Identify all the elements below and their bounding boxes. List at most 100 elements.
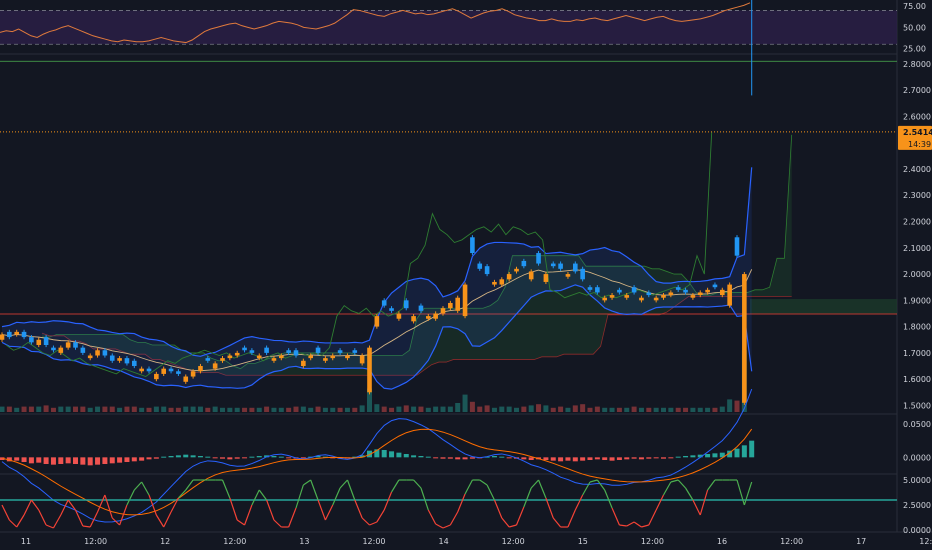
candle-body[interactable]	[506, 274, 512, 280]
candle-body[interactable]	[65, 342, 71, 348]
candle-body[interactable]	[154, 373, 159, 380]
candle-body[interactable]	[367, 347, 372, 393]
candle-body[interactable]	[183, 376, 189, 382]
candle-body[interactable]	[21, 331, 27, 338]
candle-body[interactable]	[418, 305, 424, 311]
candle-body[interactable]	[396, 313, 402, 319]
candle-body[interactable]	[109, 355, 115, 361]
candle-body[interactable]	[697, 292, 703, 296]
candle-body[interactable]	[536, 253, 541, 264]
candle-body[interactable]	[132, 360, 137, 367]
candle-body[interactable]	[286, 350, 291, 353]
candle-body[interactable]	[161, 368, 166, 374]
candle-body[interactable]	[198, 366, 203, 372]
candle-body[interactable]	[550, 263, 556, 267]
candle-body[interactable]	[29, 337, 34, 343]
candle-body[interactable]	[742, 274, 747, 403]
candle-body[interactable]	[448, 302, 453, 309]
candle-body[interactable]	[212, 363, 218, 369]
candle-body[interactable]	[117, 358, 122, 361]
candle-body[interactable]	[293, 350, 299, 356]
candle-body[interactable]	[36, 339, 42, 346]
candle-body[interactable]	[573, 263, 578, 272]
candle-body[interactable]	[95, 350, 100, 356]
candle-body[interactable]	[381, 300, 387, 306]
candle-body[interactable]	[301, 360, 306, 367]
candle-body[interactable]	[712, 284, 718, 288]
candle-body[interactable]	[617, 289, 622, 293]
candle-body[interactable]	[124, 358, 130, 364]
candle-body[interactable]	[514, 268, 519, 272]
candle-body[interactable]	[727, 284, 732, 306]
candle-body[interactable]	[403, 300, 409, 309]
candle-body[interactable]	[595, 287, 600, 293]
candle-body[interactable]	[330, 355, 336, 359]
candle-body[interactable]	[146, 368, 152, 372]
candle-body[interactable]	[587, 287, 593, 290]
candle-body[interactable]	[602, 297, 607, 301]
candle-body[interactable]	[477, 263, 483, 269]
candle-body[interactable]	[683, 289, 688, 293]
candle-body[interactable]	[359, 355, 365, 364]
candle-body[interactable]	[631, 287, 637, 293]
candle-body[interactable]	[440, 308, 446, 314]
candle-body[interactable]	[690, 295, 696, 298]
candle-body[interactable]	[315, 347, 321, 353]
candle-body[interactable]	[543, 274, 549, 282]
candle-body[interactable]	[433, 313, 438, 319]
candle-body[interactable]	[675, 287, 681, 290]
candle-body[interactable]	[43, 337, 49, 346]
candle-body[interactable]	[308, 355, 313, 359]
candle-body[interactable]	[190, 371, 196, 377]
candle-body[interactable]	[205, 358, 211, 361]
candle-body[interactable]	[411, 316, 416, 322]
candle-body[interactable]	[337, 350, 343, 353]
candle-body[interactable]	[558, 263, 563, 269]
candle-body[interactable]	[80, 347, 86, 353]
candle-body[interactable]	[345, 355, 350, 359]
candle-body[interactable]	[168, 368, 174, 372]
candle-body[interactable]	[352, 350, 358, 353]
candle-body[interactable]	[720, 289, 725, 296]
candle-body[interactable]	[7, 331, 12, 338]
candle-body[interactable]	[234, 352, 240, 356]
candle-body[interactable]	[256, 355, 262, 359]
candle-body[interactable]	[264, 347, 269, 353]
candle-body[interactable]	[426, 316, 431, 319]
candle-body[interactable]	[492, 281, 497, 285]
candle-body[interactable]	[139, 368, 144, 372]
candle-body[interactable]	[51, 347, 56, 351]
candle-body[interactable]	[14, 331, 19, 335]
candle-body[interactable]	[176, 371, 181, 374]
candle-body[interactable]	[271, 358, 277, 361]
candle-body[interactable]	[220, 358, 225, 361]
candle-body[interactable]	[470, 237, 475, 254]
candle-body[interactable]	[227, 355, 233, 359]
candle-body[interactable]	[668, 292, 674, 296]
candle-body[interactable]	[661, 295, 666, 298]
candle-body[interactable]	[609, 295, 615, 298]
candle-body[interactable]	[87, 355, 93, 359]
candle-body[interactable]	[279, 355, 284, 359]
candle-body[interactable]	[242, 347, 247, 351]
candle-body[interactable]	[389, 308, 394, 311]
candle-body[interactable]	[462, 284, 468, 317]
candle-body[interactable]	[734, 237, 740, 256]
candle-body[interactable]	[646, 292, 652, 296]
candle-body[interactable]	[528, 271, 534, 280]
candle-body[interactable]	[653, 297, 659, 301]
candle-body[interactable]	[565, 274, 571, 277]
candle-body[interactable]	[639, 297, 644, 301]
candle-body[interactable]	[249, 350, 255, 353]
candle-body[interactable]	[580, 268, 585, 280]
candle-body[interactable]	[624, 295, 630, 298]
candle-body[interactable]	[484, 266, 490, 275]
candle-body[interactable]	[499, 279, 505, 285]
candle-body[interactable]	[323, 358, 328, 361]
candle-body[interactable]	[0, 334, 5, 340]
candle-body[interactable]	[455, 297, 460, 311]
candle-body[interactable]	[102, 350, 108, 356]
candle-body[interactable]	[705, 289, 710, 293]
candle-body[interactable]	[374, 316, 380, 327]
